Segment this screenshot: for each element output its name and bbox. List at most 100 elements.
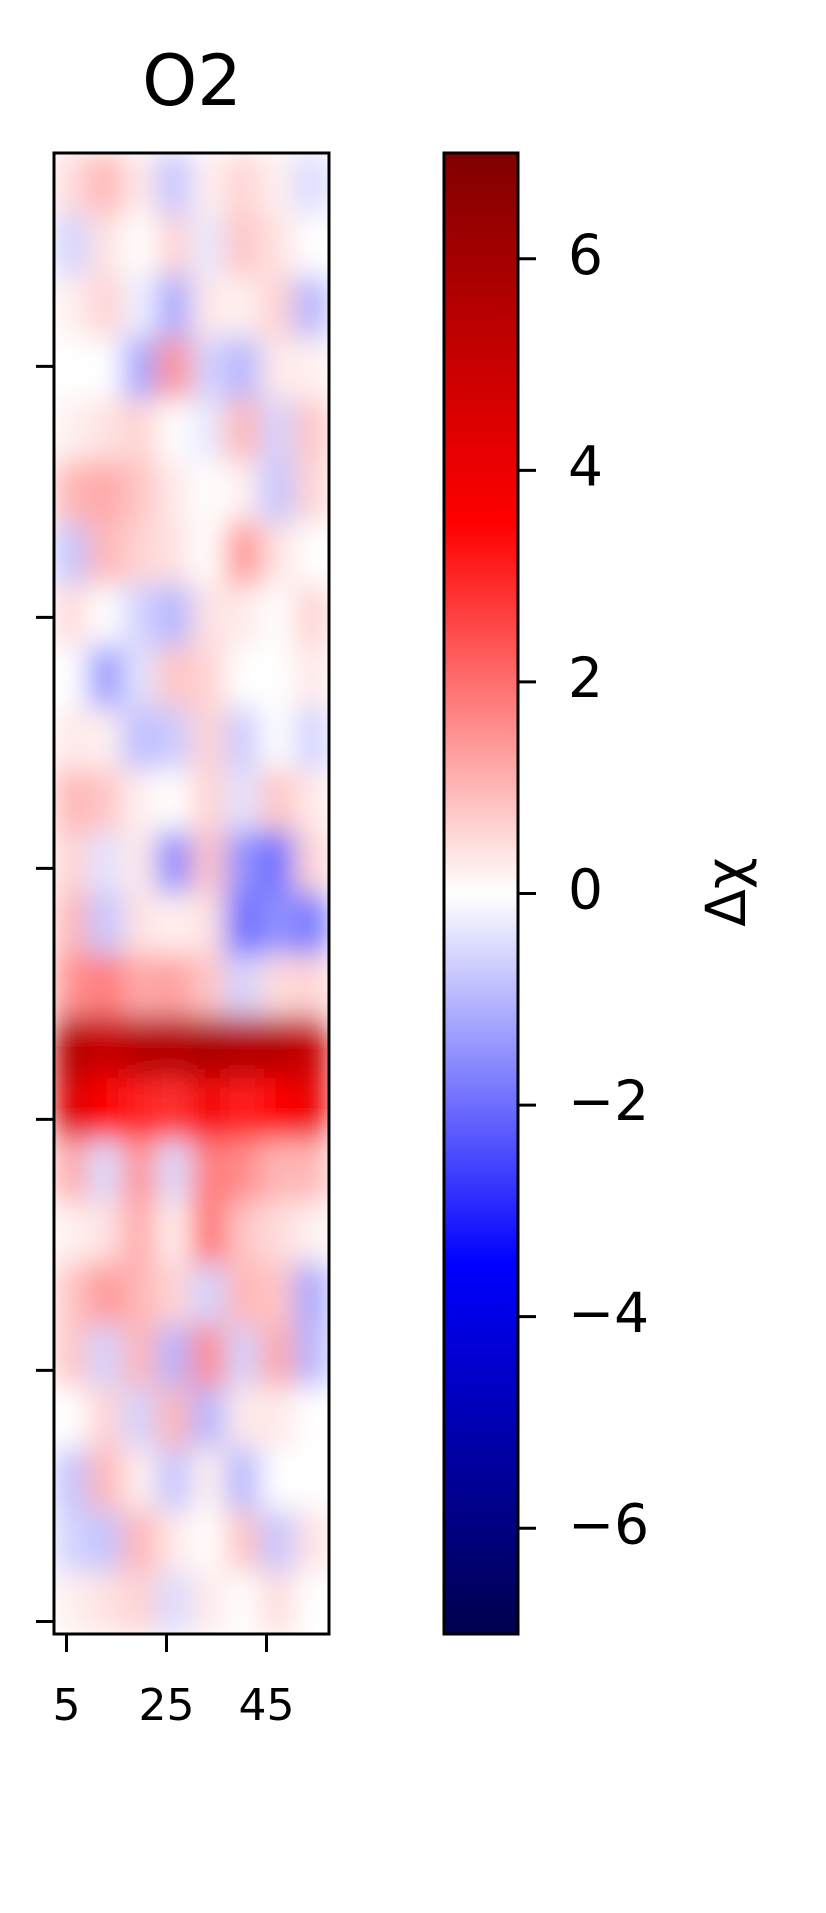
heatmap-cell: [156, 584, 192, 648]
heatmap-cell: [225, 1201, 261, 1265]
heatmap-cell: [87, 1448, 124, 1512]
heatmap-cell: [122, 1386, 158, 1450]
heatmap-cell: [225, 646, 261, 709]
heatmap-cell: [122, 1448, 158, 1512]
heatmap-cell: [294, 769, 329, 833]
heatmap-cell: [225, 1016, 261, 1080]
colorbar-tick-label: −2: [568, 1069, 649, 1133]
heatmap-cell: [259, 1571, 296, 1634]
heatmap-cell: [191, 399, 227, 463]
heatmap-cell: [122, 893, 158, 956]
heatmap-cell: [87, 153, 124, 216]
heatmap-cell: [156, 461, 192, 524]
heatmap-cell: [54, 214, 89, 277]
heatmap-cell: [191, 1510, 227, 1573]
heatmap-cell: [54, 1386, 89, 1450]
heatmap-cell: [87, 1571, 124, 1634]
heatmap-cell: [156, 399, 192, 463]
heatmap-cell: [54, 275, 89, 339]
heatmap-cell: [87, 893, 124, 956]
heatmap-cells: [54, 153, 329, 1634]
heatmap-cell: [54, 1078, 89, 1141]
heatmap-cell: [54, 954, 89, 1018]
heatmap-cell: [294, 461, 329, 524]
colorbar-tick-label: −4: [568, 1281, 649, 1345]
heatmap-cell: [225, 1571, 261, 1634]
heatmap-cell: [225, 584, 261, 648]
heatmap-cell: [87, 461, 124, 524]
heatmap-cell: [259, 153, 296, 216]
heatmap-cell: [225, 1448, 261, 1512]
heatmap-cell: [87, 214, 124, 277]
heatmap-cell: [191, 1571, 227, 1634]
heatmap-cell: [294, 707, 329, 771]
x-tick-label: 25: [139, 1680, 195, 1731]
heatmap-cell: [122, 954, 158, 1018]
colorbar-tick-label: 0: [568, 858, 603, 922]
heatmap-cell: [87, 831, 124, 894]
heatmap-cell: [225, 1139, 261, 1203]
heatmap: [54, 153, 329, 1634]
heatmap-cell: [54, 831, 89, 894]
heatmap-cell: [54, 584, 89, 648]
heatmap-cell: [87, 1324, 124, 1388]
heatmap-cell: [294, 954, 329, 1018]
heatmap-cell: [156, 707, 192, 771]
heatmap-cell: [191, 214, 227, 277]
colorbar: [442, 151, 520, 1636]
heatmap-cell: [156, 1201, 192, 1265]
heatmap-cell: [191, 1078, 227, 1141]
heatmap-cell: [87, 522, 124, 586]
heatmap-cell: [259, 1016, 296, 1080]
heatmap-cell: [156, 1263, 192, 1326]
heatmap-cell: [294, 831, 329, 894]
heatmap-cell: [122, 769, 158, 833]
heatmap-cell: [87, 1510, 124, 1573]
heatmap-cell: [294, 522, 329, 586]
heatmap-cell: [259, 646, 296, 709]
heatmap-cell: [54, 1324, 89, 1388]
heatmap-cell: [191, 1016, 227, 1080]
heatmap-cell: [156, 275, 192, 339]
heatmap-cell: [87, 399, 124, 463]
chart-title: O2: [142, 40, 242, 122]
heatmap-cell: [122, 831, 158, 894]
heatmap-cell: [156, 1016, 192, 1080]
heatmap-cell: [122, 461, 158, 524]
heatmap-cell: [156, 522, 192, 586]
heatmap-cell: [54, 399, 89, 463]
heatmap-cell: [225, 153, 261, 216]
heatmap-cell: [191, 337, 227, 401]
heatmap-cell: [259, 1448, 296, 1512]
heatmap-cell: [259, 1201, 296, 1265]
heatmap-cell: [156, 1139, 192, 1203]
heatmap-cell: [225, 1510, 261, 1573]
heatmap-cell: [87, 1263, 124, 1326]
heatmap-cell: [87, 337, 124, 401]
heatmap-cell: [122, 584, 158, 648]
heatmap-cell: [54, 1571, 89, 1634]
heatmap-cell: [294, 1324, 329, 1388]
heatmap-cell: [259, 954, 296, 1018]
heatmap-cell: [191, 1386, 227, 1450]
heatmap-cell: [122, 1139, 158, 1203]
heatmap-cell: [54, 461, 89, 524]
heatmap-cell: [294, 1510, 329, 1573]
heatmap-cell: [54, 1510, 89, 1573]
heatmap-cell: [87, 646, 124, 709]
heatmap-cell: [122, 214, 158, 277]
heatmap-cell: [87, 707, 124, 771]
heatmap-cell: [259, 1263, 296, 1326]
heatmap-cell: [191, 769, 227, 833]
heatmap-cell: [54, 153, 89, 216]
heatmap-cell: [294, 893, 329, 956]
colorbar-label: Δχ: [694, 857, 758, 926]
heatmap-cell: [156, 769, 192, 833]
heatmap-cell: [225, 1263, 261, 1326]
heatmap-cell: [225, 337, 261, 401]
heatmap-cell: [122, 1571, 158, 1634]
heatmap-cell: [156, 337, 192, 401]
heatmap-cell: [294, 1078, 329, 1141]
heatmap-cell: [156, 1386, 192, 1450]
heatmap-cell: [87, 1078, 124, 1141]
